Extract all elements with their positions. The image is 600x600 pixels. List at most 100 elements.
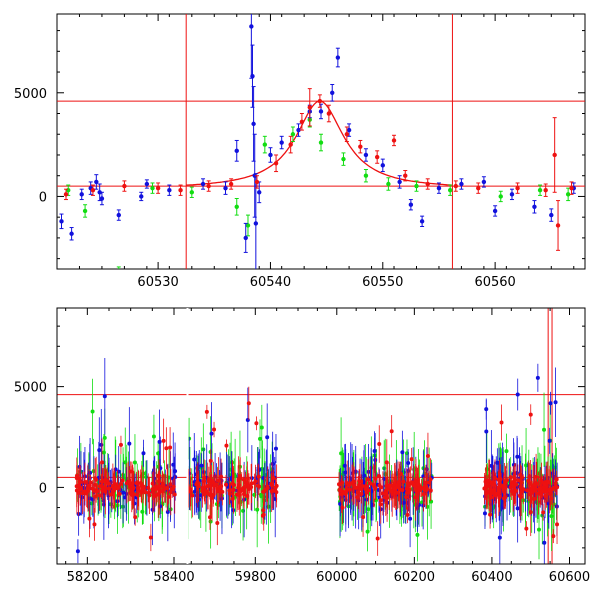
data-point-blue bbox=[363, 152, 369, 158]
data-point-red bbox=[92, 522, 97, 527]
data-point-green bbox=[565, 192, 571, 197]
data-point-red bbox=[203, 489, 208, 494]
data-point-blue bbox=[243, 235, 248, 241]
data-point-red bbox=[357, 478, 362, 483]
data-point-blue bbox=[318, 109, 324, 114]
data-point-red bbox=[374, 154, 380, 160]
data-point-red bbox=[359, 492, 364, 497]
data-point-blue bbox=[535, 375, 540, 380]
data-point-red bbox=[161, 438, 166, 443]
data-point-red bbox=[271, 488, 276, 493]
data-point-red bbox=[87, 483, 92, 488]
top-x-tick-label: 60560 bbox=[474, 275, 515, 290]
data-point-blue bbox=[330, 90, 335, 95]
data-point-red bbox=[228, 488, 233, 493]
data-point-red bbox=[538, 486, 543, 491]
data-point-green bbox=[150, 185, 155, 191]
data-point-red bbox=[164, 446, 169, 451]
data-point-red bbox=[528, 510, 533, 515]
data-point-red bbox=[569, 185, 574, 191]
data-point-green bbox=[542, 427, 547, 432]
data-point-red bbox=[307, 105, 312, 110]
data-point-red bbox=[555, 223, 561, 228]
top-plot-frame bbox=[56, 13, 586, 270]
data-point-red bbox=[168, 445, 173, 450]
data-point-red bbox=[389, 489, 394, 494]
bottom-plot-frame bbox=[56, 307, 586, 565]
data-point-red bbox=[215, 489, 220, 494]
data-point-red bbox=[425, 454, 430, 459]
top-y-tick-label: 5000 bbox=[14, 87, 47, 102]
bottom-plot-area-right bbox=[187, 308, 585, 564]
data-point-blue bbox=[165, 509, 170, 514]
data-point-green bbox=[537, 188, 543, 193]
data-point-red bbox=[256, 474, 261, 479]
data-point-red bbox=[401, 479, 406, 484]
data-point-blue bbox=[273, 446, 278, 451]
bottom-panel: 0 5000 58200 58400 59800 60000 60200 60400 60600 bbox=[14, 307, 590, 585]
data-point-red bbox=[396, 479, 401, 484]
data-point-red bbox=[135, 493, 140, 498]
data-point-red bbox=[118, 482, 123, 487]
data-point-blue bbox=[515, 506, 520, 511]
data-point-red bbox=[206, 479, 211, 484]
data-point-red bbox=[453, 183, 459, 189]
data-point-blue bbox=[511, 462, 516, 467]
data-point-red bbox=[76, 490, 81, 495]
data-point-blue bbox=[167, 188, 172, 193]
data-point-red bbox=[208, 483, 213, 488]
data-point-blue bbox=[373, 458, 378, 463]
data-point-red bbox=[243, 484, 248, 489]
data-point-red bbox=[103, 486, 108, 491]
data-point-red bbox=[190, 493, 195, 498]
data-point-green bbox=[262, 142, 268, 147]
data-point-red bbox=[513, 481, 518, 486]
data-point-red bbox=[120, 478, 125, 483]
data-point-red bbox=[509, 481, 514, 486]
data-point-red bbox=[273, 485, 278, 490]
data-point-red bbox=[230, 481, 235, 486]
data-point-red bbox=[515, 185, 520, 191]
data-point-red bbox=[521, 487, 526, 492]
data-point-blue bbox=[553, 400, 558, 405]
data-point-red bbox=[554, 477, 559, 482]
data-point-red bbox=[538, 491, 543, 496]
data-point-red bbox=[63, 192, 69, 197]
data-point-red bbox=[90, 188, 96, 193]
data-point-red bbox=[358, 144, 363, 149]
data-point-red bbox=[254, 421, 259, 426]
data-point-red bbox=[138, 481, 143, 486]
top-plot-area bbox=[57, 14, 585, 269]
data-point-blue bbox=[265, 435, 270, 440]
data-point-red bbox=[405, 481, 410, 486]
data-point-green bbox=[151, 434, 156, 439]
data-point-blue bbox=[251, 121, 256, 127]
data-point-blue bbox=[75, 549, 80, 554]
data-point-red bbox=[207, 515, 212, 520]
data-point-red bbox=[209, 492, 214, 497]
data-point-red bbox=[153, 487, 158, 492]
data-point-green bbox=[365, 529, 370, 534]
data-point-blue bbox=[157, 439, 162, 444]
data-point-red bbox=[415, 482, 420, 487]
data-point-red bbox=[150, 481, 155, 486]
data-point-red bbox=[345, 481, 350, 486]
data-point-blue bbox=[234, 148, 239, 154]
data-point-red bbox=[200, 486, 205, 491]
data-point-red bbox=[85, 489, 90, 494]
data-point-green bbox=[537, 527, 542, 532]
data-point-red bbox=[255, 483, 260, 488]
data-point-blue bbox=[421, 474, 426, 479]
data-point-blue bbox=[250, 73, 255, 79]
data-point-green bbox=[366, 507, 371, 512]
data-point-red bbox=[208, 458, 213, 463]
data-point-green bbox=[82, 208, 88, 214]
data-point-blue bbox=[279, 140, 284, 145]
top-x-tick-label: 60550 bbox=[362, 275, 403, 290]
data-point-green bbox=[374, 498, 379, 503]
data-point-red bbox=[161, 483, 166, 488]
data-point-red bbox=[133, 515, 138, 520]
data-point-red bbox=[188, 489, 193, 494]
bottom-x-tick-label: 60000 bbox=[316, 570, 357, 585]
data-point-green bbox=[429, 499, 434, 504]
